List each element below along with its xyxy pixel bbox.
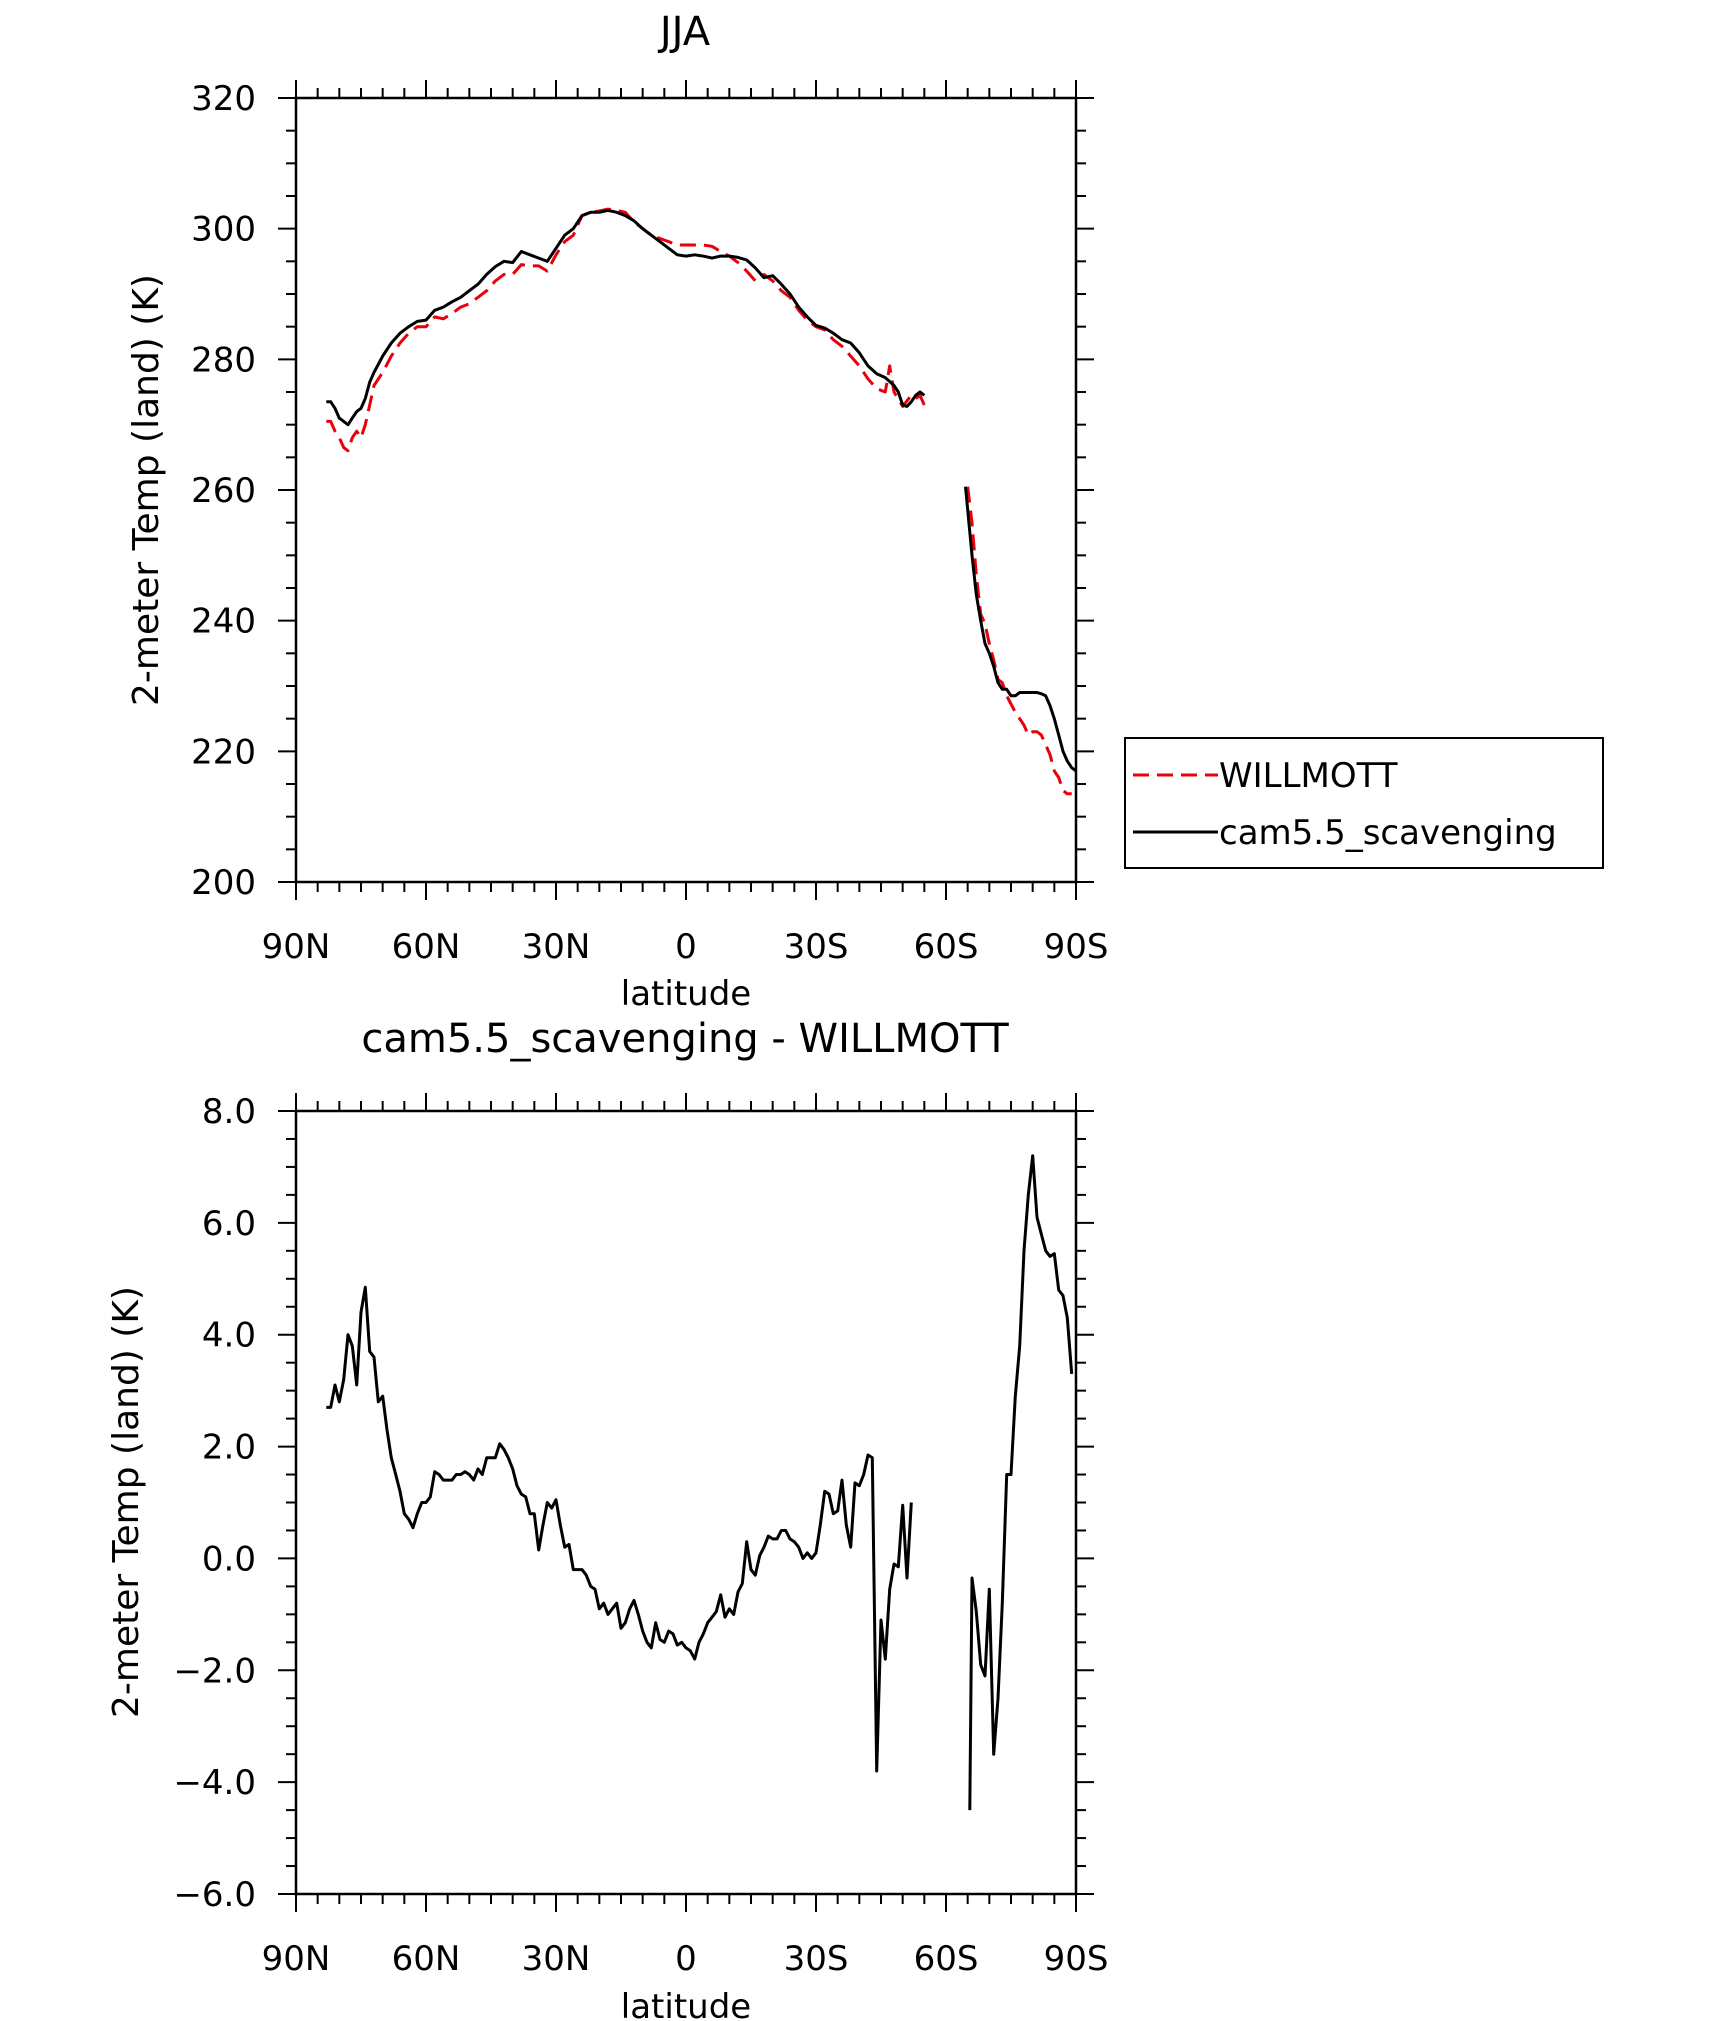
plot-frame-bottom bbox=[294, 1109, 1078, 1896]
y-tick-label: 200 bbox=[191, 863, 256, 903]
legend-label-willmott: WILLMOTT bbox=[1219, 756, 1398, 796]
y-tick-label: −2.0 bbox=[173, 1651, 256, 1691]
chart-title-bottom: cam5.5_scavenging - WILLMOTT bbox=[361, 1016, 1009, 1062]
x-tick-labels-top: 90N 60N 30N 0 30S 60S 90S bbox=[262, 927, 1109, 967]
x-tick-labels-bottom: 90N 60N 30N 0 30S 60S 90S bbox=[262, 1939, 1109, 1979]
plot-area-bottom bbox=[278, 1093, 1094, 1912]
x-tick-label: 90S bbox=[1044, 927, 1109, 967]
chart-title-top: JJA bbox=[657, 9, 711, 55]
x-tick-label: 30S bbox=[784, 1939, 849, 1979]
series-line-series-0-bottom-seg-2 bbox=[968, 1154, 1074, 1811]
y-tick-labels-bottom: −6.0 −4.0 −2.0 0.0 2.0 4.0 6.0 8.0 bbox=[173, 1092, 256, 1915]
ticks-bottom bbox=[278, 1093, 1094, 1912]
legend-entry-cam: cam5.5_scavenging bbox=[1133, 813, 1557, 853]
x-tick-label: 0 bbox=[675, 927, 697, 967]
series-line-cam5-5-scavenging-top-seg-2 bbox=[964, 486, 1077, 773]
plot-area-top bbox=[278, 80, 1094, 900]
x-tick-label: 60N bbox=[392, 927, 461, 967]
x-tick-label: 0 bbox=[675, 1939, 697, 1979]
y-tick-label: 2.0 bbox=[202, 1428, 256, 1468]
y-tick-label: 220 bbox=[191, 732, 256, 772]
y-tick-label: 0.0 bbox=[202, 1539, 256, 1579]
y-tick-label: −4.0 bbox=[173, 1763, 256, 1803]
y-tick-label: 260 bbox=[191, 471, 256, 511]
x-tick-label: 30N bbox=[522, 1939, 591, 1979]
y-tick-label: 240 bbox=[191, 602, 256, 642]
x-axis-label-top: latitude bbox=[621, 974, 751, 1014]
y-tick-label: 4.0 bbox=[202, 1316, 256, 1356]
series-line-willmott-top-seg-2 bbox=[966, 486, 1072, 796]
x-tick-label: 60N bbox=[392, 1939, 461, 1979]
series-line-series-0-bottom-seg-1 bbox=[326, 1285, 913, 1773]
y-tick-label: 300 bbox=[191, 210, 256, 250]
plot-frame-top bbox=[294, 96, 1078, 884]
y-tick-label: −6.0 bbox=[173, 1875, 256, 1915]
y-axis-label-top: 2-meter Temp (land) (K) bbox=[126, 274, 167, 706]
y-tick-label: 8.0 bbox=[202, 1092, 256, 1132]
ticks-top bbox=[278, 80, 1094, 900]
x-tick-label: 90N bbox=[262, 927, 331, 967]
x-tick-label: 30N bbox=[522, 927, 591, 967]
x-tick-label: 90N bbox=[262, 1939, 331, 1979]
x-tick-label: 60S bbox=[914, 927, 979, 967]
data-lines-bottom bbox=[326, 1154, 1074, 1811]
series-line-cam5-5-scavenging-top-seg-1 bbox=[326, 208, 926, 427]
data-lines-top bbox=[326, 207, 1077, 796]
y-axis-label-bottom: 2-meter Temp (land) (K) bbox=[106, 1286, 147, 1718]
x-tick-label: 30S bbox=[784, 927, 849, 967]
x-axis-label-bottom: latitude bbox=[621, 1987, 751, 2021]
x-tick-label: 60S bbox=[914, 1939, 979, 1979]
panel-bottom-difference: cam5.5_scavenging - WILLMOTT −6.0 −4.0 −2.… bbox=[106, 1016, 1108, 2021]
y-tick-label: 320 bbox=[191, 79, 256, 119]
x-tick-label: 90S bbox=[1044, 1939, 1109, 1979]
y-tick-label: 6.0 bbox=[202, 1204, 256, 1244]
series-line-willmott-top-seg-1 bbox=[326, 207, 926, 453]
legend-label-cam: cam5.5_scavenging bbox=[1219, 813, 1557, 853]
legend-box bbox=[1124, 737, 1604, 869]
legend: WILLMOTT cam5.5_scavenging bbox=[1124, 737, 1604, 869]
panel-top-temperature: JJA 200 220 240 260 280 300 320 90N 60N 30N 0 30S 6… bbox=[126, 9, 1604, 1014]
y-tick-labels-top: 200 220 240 260 280 300 320 bbox=[191, 79, 256, 903]
y-tick-label: 280 bbox=[191, 340, 256, 380]
legend-entry-willmott: WILLMOTT bbox=[1133, 756, 1398, 796]
